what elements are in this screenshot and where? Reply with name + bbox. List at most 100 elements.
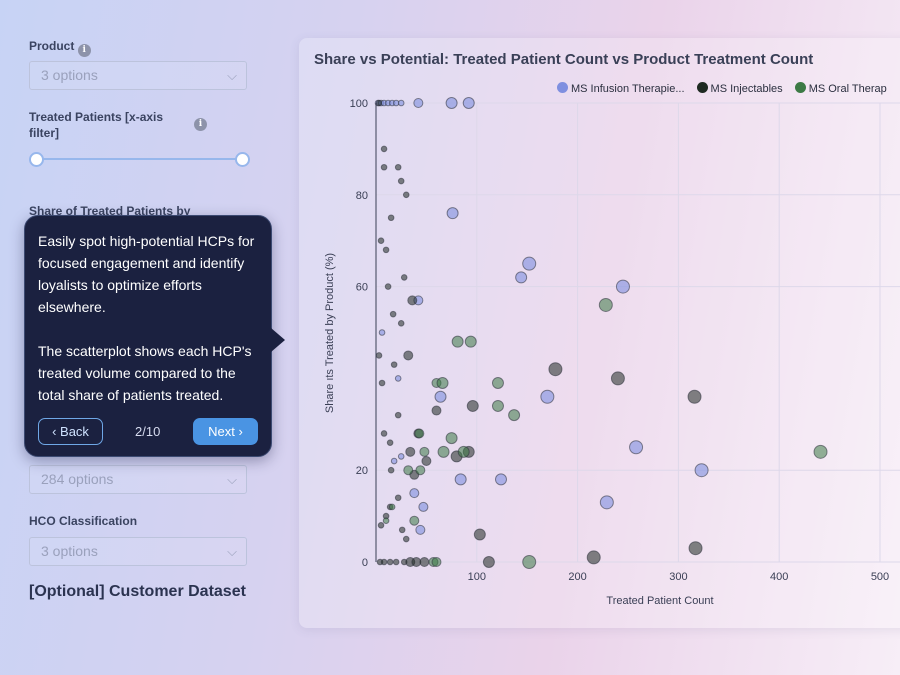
- chart-title: Share vs Potential: Treated Patient Coun…: [314, 51, 814, 68]
- scatter-point: [434, 390, 447, 403]
- scatter-point: [377, 521, 385, 529]
- legend-marker-oral: [794, 82, 806, 93]
- treated-patients-slider-track[interactable]: [35, 158, 241, 160]
- scatter-point: [421, 456, 432, 467]
- scatter-point: [375, 352, 383, 359]
- axes: 0 20 60 80 100 100 200 300 400 500: [350, 98, 890, 583]
- back-button[interactable]: ‹ Back: [38, 418, 103, 445]
- legend-item-oral[interactable]: MS Oral Therap: [794, 82, 887, 95]
- scatter-point: [629, 440, 644, 455]
- scatter-point: [466, 399, 479, 412]
- tooltip-paragraph-1: Easily spot high-potential HCPs for focu…: [38, 233, 255, 315]
- scatter-point: [599, 495, 614, 510]
- tooltip-paragraph-2: The scatterplot shows each HCP's treated…: [38, 343, 252, 403]
- scatter-point: [415, 524, 426, 535]
- scatter-point: [522, 555, 537, 569]
- scatter-point: [394, 494, 402, 502]
- legend-marker-infusion: [557, 82, 568, 93]
- scatter-point: [436, 376, 449, 389]
- scatter-point: [388, 503, 396, 511]
- scatter-point: [491, 399, 504, 412]
- chevron-down-icon: ⌵: [227, 472, 237, 487]
- slider-handle-min[interactable]: [29, 152, 44, 167]
- scatter-point: [694, 463, 709, 478]
- scatter-point: [610, 371, 625, 386]
- scatter-point: [813, 444, 828, 459]
- scatter-point: [615, 279, 630, 294]
- chart-legend: MS Infusion Therapie... MS Injectables MS …: [557, 82, 899, 95]
- scatter-point: [397, 99, 405, 107]
- y-tick-label: 20: [356, 465, 368, 477]
- scatter-point: [380, 163, 388, 171]
- share-treated-label: Share of Treated Patients by: [29, 204, 191, 218]
- treated-patients-label-line1: Treated Patients [x-axis: [29, 110, 164, 124]
- scatter-point: [473, 528, 486, 541]
- scatter-point: [451, 335, 464, 348]
- y-tick-label: 0: [362, 557, 368, 569]
- scatter-point: [380, 145, 388, 153]
- scatter-point: [407, 295, 418, 306]
- hco-classification-label: HCO Classification: [29, 514, 138, 528]
- scatter-point: [415, 465, 426, 476]
- scatter-point: [687, 389, 702, 404]
- scatter-point: [454, 473, 467, 486]
- scatter-point: [394, 411, 402, 419]
- legend-marker-injectables: [696, 82, 708, 93]
- scatter-point: [382, 517, 390, 524]
- scatter-point: [409, 515, 420, 526]
- scatter-point: [392, 558, 400, 566]
- scatter-point: [403, 350, 414, 361]
- chevron-down-icon: ⌵: [227, 544, 237, 559]
- scatter-point: [494, 473, 507, 486]
- x-tick-label: 500: [871, 571, 889, 583]
- scatter-point: [409, 488, 420, 499]
- product-select[interactable]: 3 options ⌵: [29, 61, 247, 90]
- scatter-point: [462, 97, 475, 109]
- x-tick-label: 400: [770, 571, 788, 583]
- scatter-point: [405, 446, 416, 457]
- chevron-left-icon: ‹: [52, 424, 57, 439]
- hidden-options-select[interactable]: 284 options ⌵: [29, 465, 247, 494]
- next-button-label: Next: [208, 424, 235, 439]
- scatter-point: [413, 98, 424, 108]
- scatter-point: [390, 457, 398, 465]
- scatter-point: [548, 362, 563, 377]
- tooltip-pointer: [271, 328, 285, 352]
- scatter-point: [418, 501, 429, 512]
- scatter-point: [586, 550, 601, 565]
- data-points: [374, 97, 828, 569]
- scatter-point: [522, 256, 537, 271]
- info-icon[interactable]: i: [77, 44, 91, 57]
- legend-item-injectables[interactable]: MS Injectables: [696, 82, 783, 95]
- scatter-point: [598, 297, 613, 312]
- scatter-point: [508, 409, 521, 422]
- y-axis-label: Share ıts Treated by Product (%): [324, 253, 336, 413]
- slider-handle-max[interactable]: [235, 152, 250, 167]
- scatter-point: [402, 191, 410, 199]
- x-tick-label: 200: [568, 571, 586, 583]
- hidden-select-value: 284 options: [41, 471, 114, 487]
- legend-item-infusion[interactable]: MS Infusion Therapie...: [557, 82, 685, 95]
- chevron-right-icon: ›: [238, 424, 243, 439]
- legend-label-oral: MS Oral Therap: [808, 83, 887, 95]
- scatter-point: [397, 453, 405, 460]
- hco-classification-select[interactable]: 3 options ⌵: [29, 537, 247, 566]
- treated-patients-label: Treated Patients [x-axis filter]: [29, 109, 179, 141]
- scatter-point: [390, 361, 398, 368]
- scatter-point: [386, 558, 394, 566]
- scatter-point: [380, 558, 388, 566]
- next-button[interactable]: Next ›: [193, 418, 258, 445]
- scatter-point: [431, 405, 442, 416]
- scatter-point: [491, 376, 504, 389]
- back-button-label: Back: [60, 424, 89, 439]
- scatter-point: [375, 99, 383, 107]
- scatter-point: [377, 237, 385, 244]
- scatter-point: [400, 274, 408, 281]
- scatter-point: [437, 445, 450, 458]
- scatter-point: [482, 556, 495, 568]
- tour-step-counter: 2/10: [135, 424, 161, 439]
- x-tick-label: 300: [669, 571, 687, 583]
- info-icon[interactable]: i: [194, 118, 207, 131]
- scatter-point: [398, 526, 406, 534]
